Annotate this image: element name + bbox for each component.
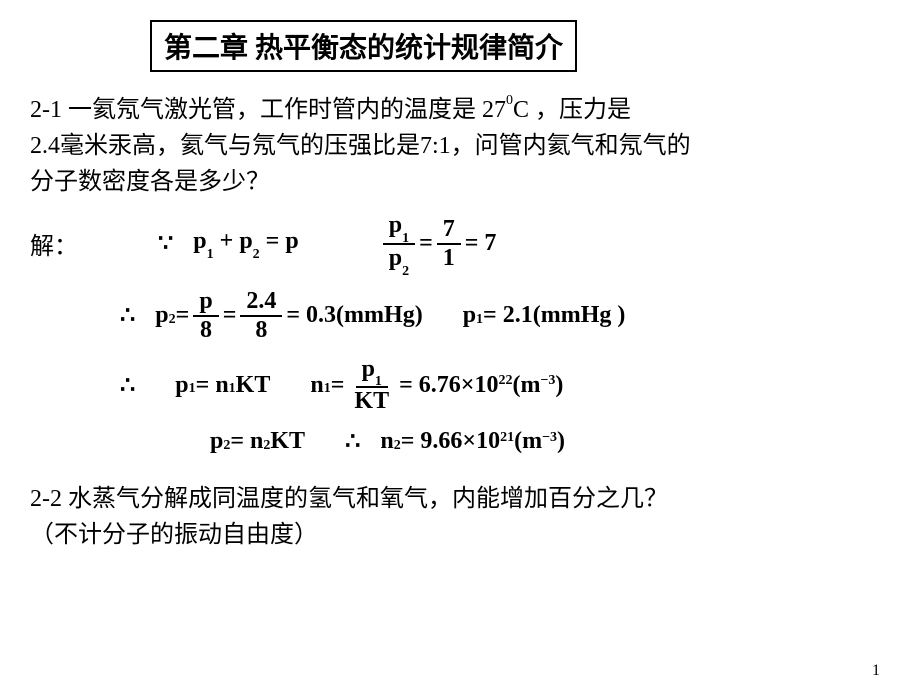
p1-line1b: ，压力是 bbox=[529, 97, 631, 123]
solution-row-3: ∴ p1 = n1KT n1 = p1 KT = 6.76×1022(m−3) bbox=[120, 356, 890, 416]
page-number: 1 bbox=[872, 662, 880, 680]
chapter-title: 第二章 热平衡态的统计规律简介 bbox=[164, 33, 563, 64]
therefore-sym-1: ∴ bbox=[120, 301, 135, 330]
p1-line3: 分子数密度各是多少？ bbox=[30, 169, 270, 195]
therefore-sym-3: ∴ bbox=[345, 427, 360, 456]
problem-2-1: 2-1 一氦氖气激光管，工作时管内的温度是 270C ，压力是 2.4毫米汞高，… bbox=[30, 92, 890, 200]
deg-sup: 0 bbox=[506, 93, 513, 108]
because-sym: ∵ bbox=[158, 229, 173, 258]
p2-line2: （不计分子的振动自由度） bbox=[30, 522, 318, 548]
frac-71: 7 1 bbox=[437, 216, 461, 272]
p1-line2: 2.4毫米汞高，氦气与氖气的压强比是7:1，问管内氦气和氖气的 bbox=[30, 133, 691, 159]
deg-c: C bbox=[513, 97, 529, 123]
eq-p1p2: p1 + p2 = p bbox=[193, 228, 298, 259]
solution-row-1: 解： ∵ p1 + p2 = p p1 p2 = 7 1 = 7 bbox=[30, 212, 890, 276]
frac-p1p2: p1 p2 bbox=[383, 212, 415, 276]
therefore-sym-2: ∴ bbox=[120, 371, 135, 400]
p2-line1: 2-2 水蒸气分解成同温度的氢气和氧气，内能增加百分之几？ bbox=[30, 486, 668, 512]
frac-p1kt: p1 KT bbox=[348, 356, 395, 416]
solution-row-4: p2 = n2KT ∴ n2 = 9.66×1021(m−3) bbox=[210, 427, 890, 456]
solve-label: 解： bbox=[30, 226, 78, 261]
problem-2-2: 2-2 水蒸气分解成同温度的氢气和氧气，内能增加百分之几？ （不计分子的振动自由… bbox=[30, 481, 890, 553]
solution-row-2: ∴ p2 = p 8 = 2.4 8 = 0.3(mmHg) p1 = 2.1(… bbox=[120, 288, 890, 344]
frac-248: 2.4 8 bbox=[240, 288, 282, 344]
title-box: 第二章 热平衡态的统计规律简介 bbox=[150, 20, 577, 72]
frac-p8: p 8 bbox=[193, 288, 218, 344]
p1-line1: 2-1 一氦氖气激光管，工作时管内的温度是 27 bbox=[30, 97, 506, 123]
